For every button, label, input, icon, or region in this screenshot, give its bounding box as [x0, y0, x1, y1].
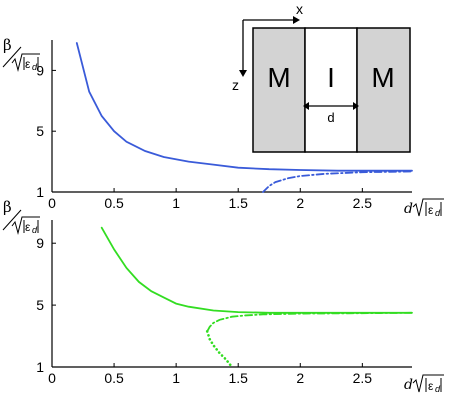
svg-text:β: β — [3, 198, 12, 216]
inset-right-label: M — [371, 62, 394, 93]
top-ylabel: β ε d — [2, 36, 40, 72]
inset-left-metal — [252, 27, 306, 153]
top-x-ticks: 0 0.5 1 1.5 2 2.5 — [48, 188, 372, 211]
top-series-dash-dot-line — [262, 170, 413, 193]
bottom-ylabel: β ε d — [2, 198, 40, 235]
svg-text:d: d — [32, 62, 38, 72]
bottom-y-tick-label: 9 — [36, 235, 44, 251]
bottom-y-ticks: 1 5 9 — [36, 235, 56, 375]
bottom-y-tick-label: 5 — [36, 297, 44, 313]
top-y-ticks: 1 5 9 — [36, 62, 56, 200]
bottom-x-tick-label: 2 — [296, 370, 304, 386]
svg-text:d: d — [404, 201, 413, 217]
top-x-tick-label: 1.5 — [228, 195, 248, 211]
svg-text:ε: ε — [25, 57, 31, 71]
top-x-tick-label: 2 — [296, 195, 304, 211]
svg-text:β: β — [3, 36, 12, 54]
bottom-x-tick-label: 2.5 — [353, 370, 373, 386]
bottom-series-dotted-line — [205, 330, 234, 369]
mim-inset: M I M x z d — [232, 1, 411, 153]
bottom-series-solid-line — [100, 226, 413, 314]
top-panel: 0 0.5 1 1.5 2 2.5 1 5 9 β ε d d ε d M — [2, 1, 444, 218]
bottom-series-dash-dot-line — [206, 311, 413, 333]
top-x-tick-label: 2.5 — [353, 195, 373, 211]
inset-gap-label: d — [327, 110, 334, 125]
svg-text:d: d — [435, 384, 441, 394]
bottom-x-ticks: 0 0.5 1 1.5 2 2.5 — [48, 363, 372, 386]
top-x-tick-label: 0 — [48, 195, 56, 211]
bottom-xlabel: d ε d — [404, 374, 444, 394]
svg-text:d: d — [435, 208, 441, 218]
top-y-tick-label: 9 — [36, 62, 44, 78]
svg-text:ε: ε — [428, 203, 434, 217]
top-x-tick-label: 1 — [172, 195, 180, 211]
top-y-tick-label: 1 — [36, 184, 44, 200]
bottom-panel: 0 0.5 1 1.5 2 2.5 1 5 9 β ε d d ε d — [2, 198, 444, 394]
bottom-x-tick-label: 0 — [48, 370, 56, 386]
inset-left-label: M — [267, 62, 290, 93]
inset-z-label: z — [232, 77, 239, 93]
svg-text:d: d — [404, 377, 413, 393]
bottom-x-tick-label: 0.5 — [104, 370, 124, 386]
inset-x-label: x — [296, 1, 303, 17]
bottom-x-tick-label: 1 — [172, 370, 180, 386]
top-x-tick-label: 0.5 — [104, 195, 124, 211]
top-xlabel: d ε d — [404, 198, 444, 218]
bottom-series — [100, 226, 413, 369]
top-series — [75, 42, 413, 193]
inset-middle-label: I — [327, 62, 335, 93]
top-series-solid-line — [75, 42, 413, 172]
inset-right-metal — [356, 27, 411, 153]
svg-text:ε: ε — [428, 379, 434, 393]
svg-text:ε: ε — [25, 220, 31, 234]
bottom-y-tick-label: 1 — [36, 359, 44, 375]
inset-insulator — [304, 27, 358, 153]
bottom-x-tick-label: 1.5 — [228, 370, 248, 386]
svg-text:d: d — [32, 225, 38, 235]
top-y-tick-label: 5 — [36, 123, 44, 139]
